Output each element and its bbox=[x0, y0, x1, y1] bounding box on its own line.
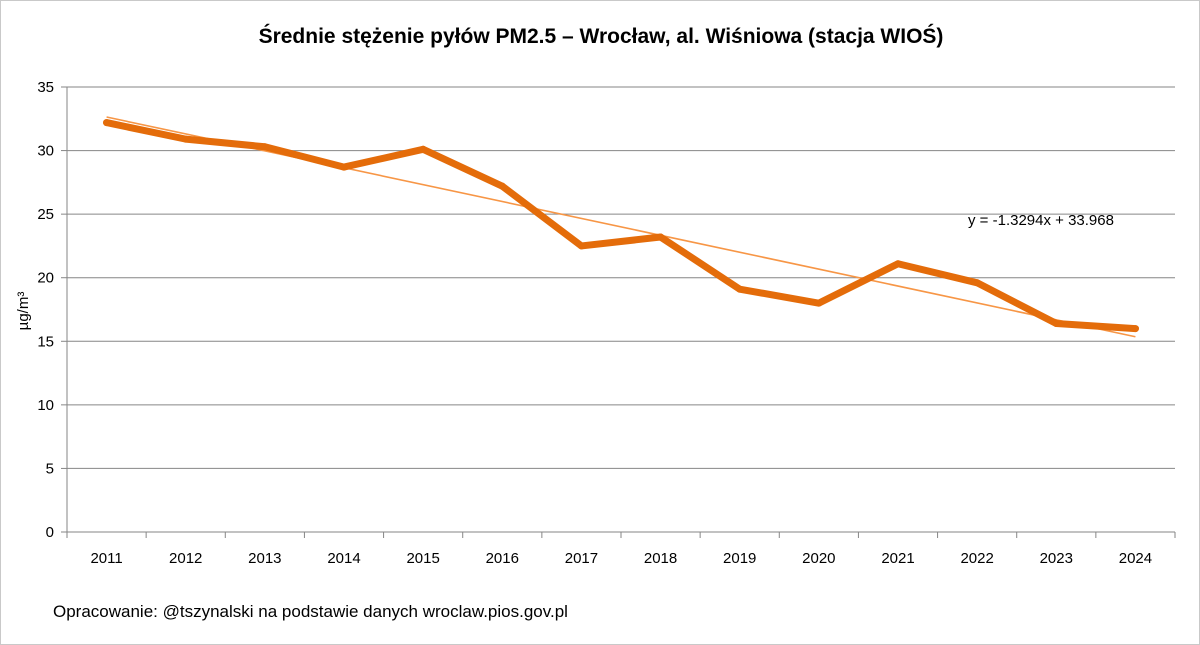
x-tick-label: 2020 bbox=[802, 550, 835, 567]
data-point bbox=[103, 119, 111, 127]
y-tick-label: 15 bbox=[37, 333, 54, 350]
data-point bbox=[419, 145, 427, 153]
x-tick-labels: 2011 2012 2013 2014 2015 2016 2017 2018 2019 2020… bbox=[90, 550, 1152, 567]
x-tick-label: 2021 bbox=[881, 550, 914, 567]
trendline-equation: y = -1.3294x + 33.968 bbox=[968, 212, 1114, 229]
chart-title: Średnie stężenie pyłów PM2.5 – Wrocław, … bbox=[259, 24, 944, 48]
data-point bbox=[736, 285, 744, 293]
data-point bbox=[340, 163, 348, 171]
y-tick-label: 10 bbox=[37, 397, 54, 414]
data-point bbox=[1131, 325, 1139, 333]
x-tick-label: 2011 bbox=[90, 550, 122, 567]
x-tick-label: 2013 bbox=[248, 550, 281, 567]
source-note: Opracowanie: @tszynalski na podstawie da… bbox=[53, 602, 568, 621]
y-tick-label: 25 bbox=[37, 206, 54, 223]
y-tick-label: 35 bbox=[37, 79, 54, 96]
data-point bbox=[182, 135, 190, 143]
x-tick-label: 2019 bbox=[723, 550, 756, 567]
x-tick-label: 2018 bbox=[644, 550, 677, 567]
axes bbox=[61, 86, 1176, 538]
y-axis-title: µg/m³ bbox=[15, 292, 32, 331]
y-tick-labels: 0 5 10 15 20 25 30 35 bbox=[37, 79, 54, 541]
y-tick-label: 30 bbox=[37, 143, 54, 160]
y-tick-label: 20 bbox=[37, 270, 54, 287]
gridlines bbox=[67, 86, 1175, 469]
x-tick-label: 2023 bbox=[1040, 550, 1073, 567]
x-tick-label: 2017 bbox=[565, 550, 598, 567]
x-tick-label: 2012 bbox=[169, 550, 202, 567]
series-line bbox=[103, 119, 1139, 333]
x-tick-label: 2024 bbox=[1119, 550, 1152, 567]
data-point bbox=[973, 279, 981, 287]
data-point bbox=[894, 260, 902, 268]
y-tick-label: 0 bbox=[46, 524, 54, 541]
data-point bbox=[577, 242, 585, 250]
data-point bbox=[261, 143, 269, 151]
data-point bbox=[657, 233, 665, 241]
x-tick-label: 2015 bbox=[406, 550, 439, 567]
data-point bbox=[815, 299, 823, 307]
x-tick-label: 2022 bbox=[960, 550, 993, 567]
x-tick-label: 2016 bbox=[486, 550, 519, 567]
y-tick-label: 5 bbox=[46, 460, 54, 477]
data-point bbox=[498, 182, 506, 190]
x-tick-label: 2014 bbox=[327, 550, 360, 567]
data-point bbox=[1052, 319, 1060, 327]
series-layer bbox=[103, 119, 1139, 333]
